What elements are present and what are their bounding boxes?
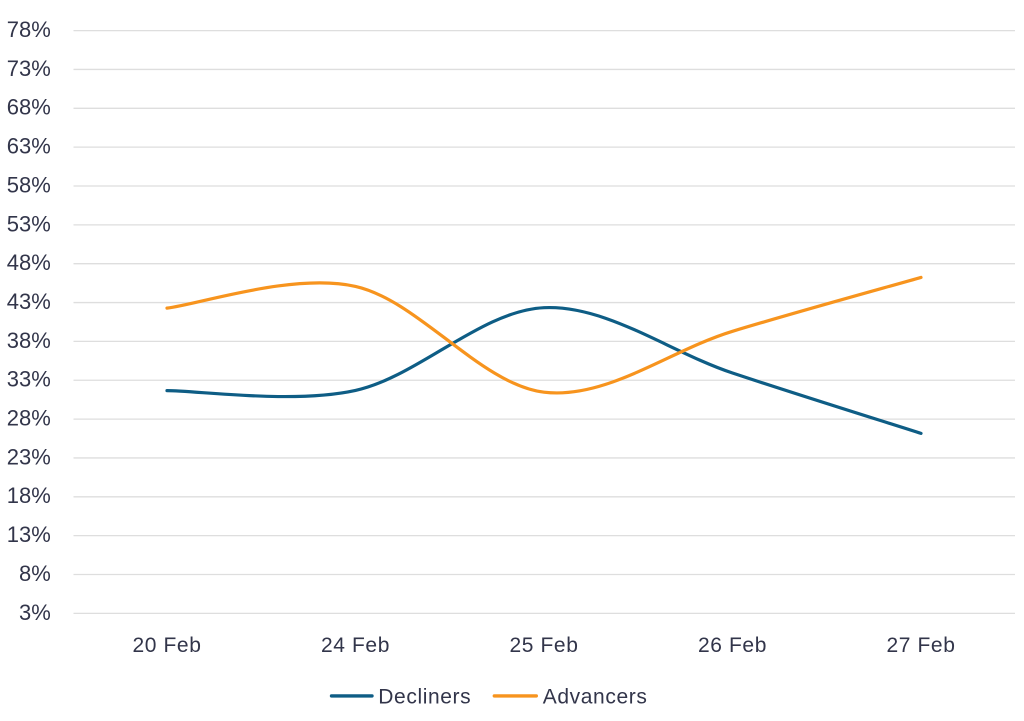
svg-text:58%: 58% [7,172,51,197]
svg-text:Advancers: Advancers [543,685,648,708]
svg-text:38%: 38% [7,328,51,353]
svg-text:78%: 78% [7,17,51,42]
svg-text:63%: 63% [7,134,51,159]
svg-text:68%: 68% [7,95,51,120]
svg-text:26 Feb: 26 Feb [698,634,767,657]
svg-text:24 Feb: 24 Feb [321,634,390,657]
svg-text:27 Feb: 27 Feb [887,634,956,657]
svg-text:13%: 13% [7,522,51,547]
svg-text:28%: 28% [7,406,51,431]
svg-text:8%: 8% [19,561,51,586]
svg-text:20 Feb: 20 Feb [133,634,202,657]
svg-text:48%: 48% [7,250,51,275]
svg-text:Decliners: Decliners [378,685,471,708]
svg-text:43%: 43% [7,289,51,314]
svg-text:33%: 33% [7,367,51,392]
svg-text:23%: 23% [7,444,51,469]
svg-text:18%: 18% [7,483,51,508]
svg-text:25 Feb: 25 Feb [510,634,579,657]
svg-text:53%: 53% [7,211,51,236]
svg-text:73%: 73% [7,56,51,81]
svg-text:3%: 3% [19,600,51,625]
